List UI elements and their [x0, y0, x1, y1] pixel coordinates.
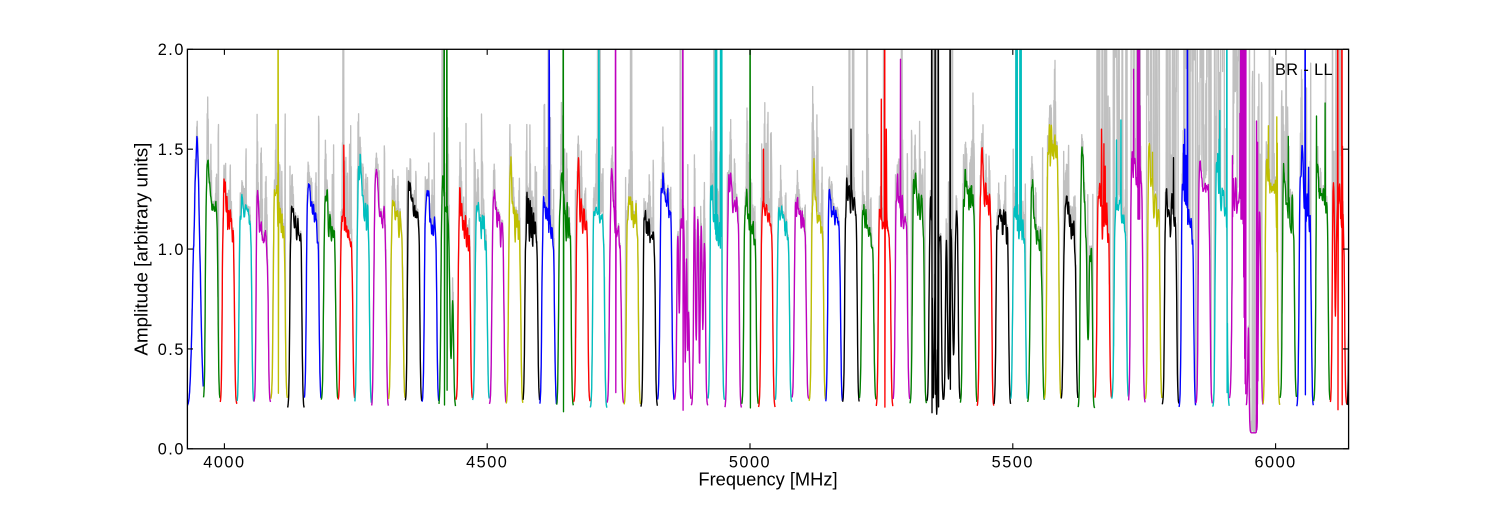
svg-text:2.0: 2.0	[158, 41, 185, 59]
svg-text:5000: 5000	[729, 454, 771, 472]
svg-text:Frequency [MHz]: Frequency [MHz]	[698, 469, 837, 490]
svg-text:4000: 4000	[203, 454, 245, 472]
svg-text:1.0: 1.0	[158, 241, 185, 259]
svg-text:Amplitude [arbitrary units]: Amplitude [arbitrary units]	[131, 143, 152, 356]
svg-text:0.0: 0.0	[158, 441, 185, 459]
svg-text:6000: 6000	[1254, 454, 1296, 472]
svg-text:1.5: 1.5	[158, 141, 185, 159]
svg-text:4500: 4500	[466, 454, 508, 472]
svg-text:5500: 5500	[992, 454, 1034, 472]
svg-text:BR - LL: BR - LL	[1275, 61, 1333, 79]
svg-text:0.5: 0.5	[158, 341, 185, 359]
